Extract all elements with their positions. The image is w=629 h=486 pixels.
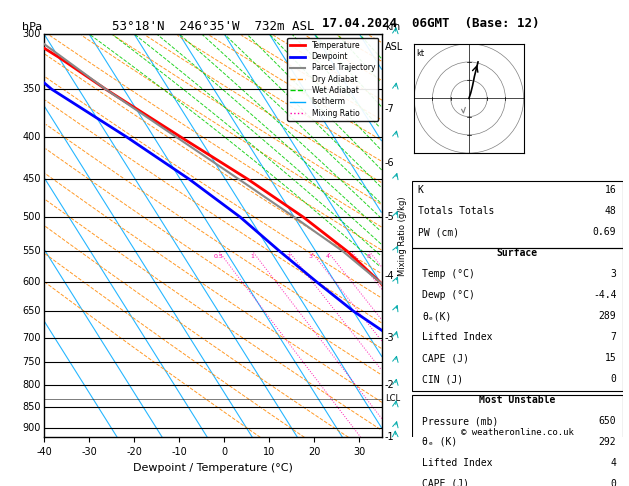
Text: hPa: hPa [22, 22, 42, 32]
Text: 800: 800 [22, 381, 41, 390]
Text: 16: 16 [604, 185, 616, 195]
Text: -7: -7 [385, 104, 394, 114]
Text: CIN (J): CIN (J) [422, 374, 463, 384]
Text: CAPE (J): CAPE (J) [422, 479, 469, 486]
Text: 850: 850 [22, 402, 41, 412]
Text: 400: 400 [22, 132, 41, 142]
Text: 3: 3 [309, 254, 313, 260]
Text: -1: -1 [385, 433, 394, 442]
Text: 2: 2 [287, 254, 291, 260]
Text: 0.69: 0.69 [593, 227, 616, 237]
Text: 15: 15 [604, 353, 616, 363]
Legend: Temperature, Dewpoint, Parcel Trajectory, Dry Adiabat, Wet Adiabat, Isotherm, Mi: Temperature, Dewpoint, Parcel Trajectory… [287, 38, 378, 121]
Text: 4: 4 [325, 254, 330, 260]
Text: Dewp (°C): Dewp (°C) [422, 290, 475, 300]
Text: -4: -4 [385, 271, 394, 281]
Text: θₑ (K): θₑ (K) [422, 437, 457, 447]
Text: ASL: ASL [385, 42, 403, 52]
X-axis label: Dewpoint / Temperature (°C): Dewpoint / Temperature (°C) [133, 463, 293, 473]
Text: 900: 900 [22, 423, 41, 433]
Text: 0: 0 [611, 374, 616, 384]
Text: 300: 300 [22, 29, 41, 39]
Text: 650: 650 [599, 416, 616, 426]
Text: -2: -2 [385, 381, 394, 390]
Text: Lifted Index: Lifted Index [422, 458, 493, 468]
Text: 8: 8 [367, 254, 371, 260]
Text: θₑ(K): θₑ(K) [422, 311, 452, 321]
Text: 700: 700 [22, 332, 41, 343]
Text: Mixing Ratio (g/kg): Mixing Ratio (g/kg) [398, 196, 407, 276]
Text: 650: 650 [22, 306, 41, 316]
Text: 500: 500 [22, 212, 41, 222]
Text: 350: 350 [22, 84, 41, 94]
Text: 0.5: 0.5 [214, 254, 223, 260]
Text: Lifted Index: Lifted Index [422, 332, 493, 342]
Text: 4: 4 [611, 458, 616, 468]
Text: 600: 600 [22, 278, 41, 287]
Text: Most Unstable: Most Unstable [479, 395, 555, 405]
Text: 3: 3 [611, 269, 616, 279]
Text: 48: 48 [604, 206, 616, 216]
Text: © weatheronline.co.uk: © weatheronline.co.uk [460, 428, 574, 437]
Text: 289: 289 [599, 311, 616, 321]
Text: Totals Totals: Totals Totals [418, 206, 494, 216]
Text: PW (cm): PW (cm) [418, 227, 459, 237]
Text: -4.4: -4.4 [593, 290, 616, 300]
Text: K: K [418, 185, 424, 195]
Text: 1: 1 [250, 254, 254, 260]
Text: 17.04.2024  06GMT  (Base: 12): 17.04.2024 06GMT (Base: 12) [322, 17, 540, 30]
Text: Temp (°C): Temp (°C) [422, 269, 475, 279]
Text: 750: 750 [22, 357, 41, 367]
Text: 292: 292 [599, 437, 616, 447]
Text: Pressure (mb): Pressure (mb) [422, 416, 498, 426]
Text: 450: 450 [22, 174, 41, 184]
Text: Surface: Surface [496, 248, 538, 258]
Text: -6: -6 [385, 158, 394, 168]
Text: -5: -5 [385, 212, 394, 222]
Text: 550: 550 [22, 246, 41, 256]
Text: 0: 0 [611, 479, 616, 486]
Text: CAPE (J): CAPE (J) [422, 353, 469, 363]
Text: 7: 7 [611, 332, 616, 342]
Text: -3: -3 [385, 332, 394, 343]
Text: 6: 6 [350, 254, 353, 260]
Text: km: km [385, 22, 400, 32]
Text: LCL: LCL [385, 394, 400, 403]
Title: 53°18'N  246°35'W  732m ASL: 53°18'N 246°35'W 732m ASL [112, 20, 314, 33]
Text: kt: kt [416, 49, 424, 58]
